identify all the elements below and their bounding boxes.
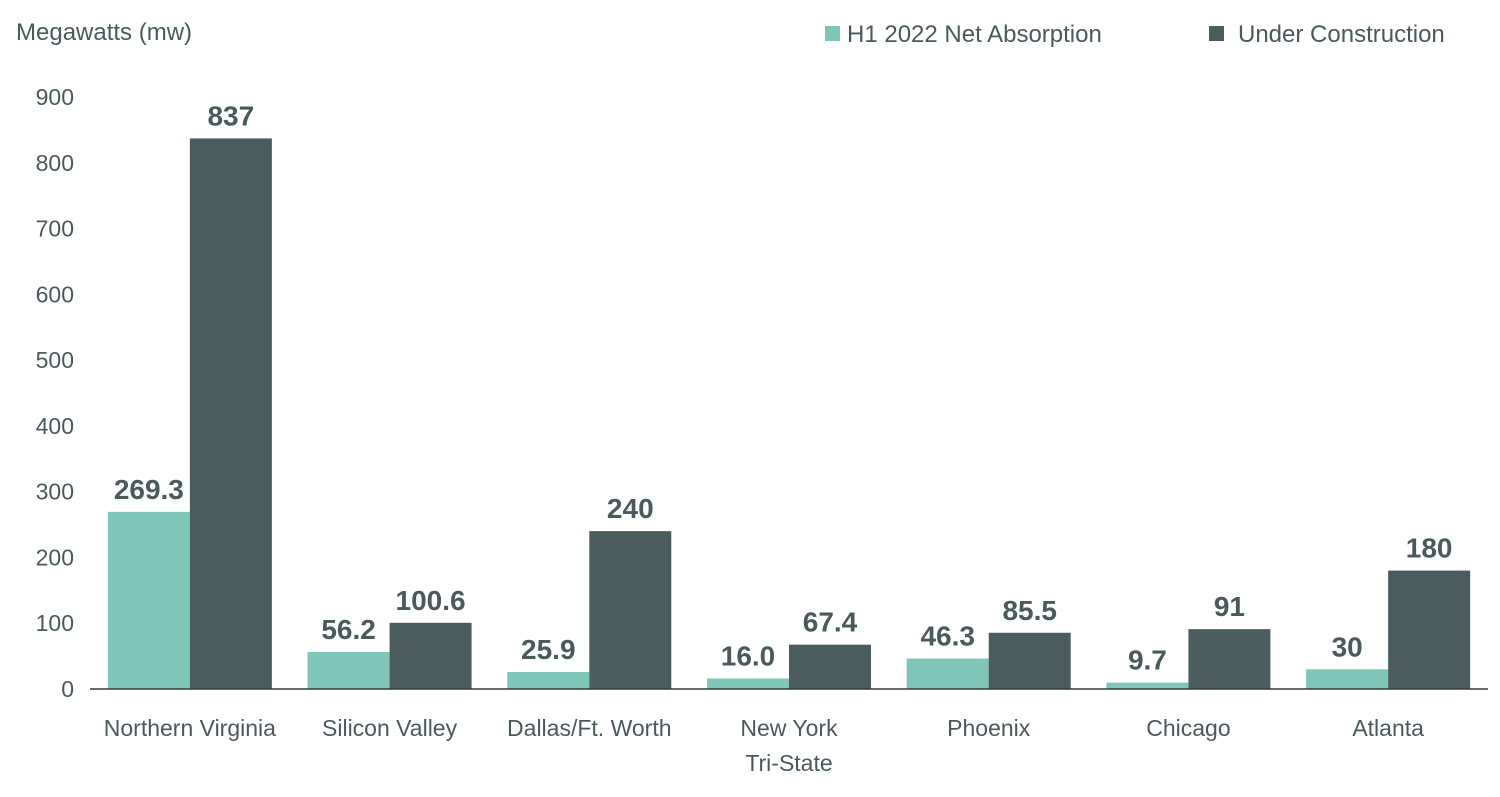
category-labels: Northern Virginia Silicon Valley Dallas/Ft… — [104, 715, 1424, 776]
y-axis-ticks: 0 100 200 300 400 500 600 700 800 900 — [36, 84, 74, 702]
legend-label-construction: Under Construction — [1238, 21, 1445, 48]
data-label: 85.5 — [1002, 595, 1057, 626]
y-tick-label: 0 — [61, 676, 74, 702]
category-label: Silicon Valley — [322, 715, 458, 741]
bar-construction — [988, 632, 1071, 689]
y-tick-label: 500 — [36, 347, 74, 373]
data-label: 269.3 — [114, 474, 184, 505]
bar-construction — [189, 138, 272, 689]
bar-construction — [389, 622, 472, 689]
legend-label-absorption: H1 2022 Net Absorption — [847, 21, 1102, 48]
data-label: 25.9 — [521, 634, 576, 665]
data-label: 9.7 — [1128, 645, 1167, 676]
data-label: 91 — [1214, 591, 1245, 622]
data-label: 240 — [607, 493, 654, 524]
data-label: 67.4 — [803, 607, 858, 638]
bar-absorption — [707, 678, 789, 689]
y-tick-label: 900 — [36, 84, 74, 110]
category-label: Tri-State — [745, 750, 832, 776]
bar-absorption — [906, 658, 989, 689]
bar-construction — [1388, 570, 1471, 689]
data-label: 837 — [207, 100, 254, 131]
bars — [107, 138, 1471, 689]
y-tick-label: 600 — [36, 281, 74, 307]
y-tick-label: 400 — [36, 413, 74, 439]
bar-construction — [1188, 629, 1271, 689]
bar-construction — [589, 531, 672, 689]
y-tick-label: 200 — [36, 544, 74, 570]
bar-absorption — [107, 511, 190, 689]
data-labels: 269.3 837 56.2 100.6 25.9 240 16.0 67.4 46.3 85.5… — [114, 100, 1453, 675]
category-label: Phoenix — [947, 715, 1031, 741]
category-label: Atlanta — [1352, 715, 1424, 741]
legend: H1 2022 Net Absorption Under Constructio… — [825, 21, 1445, 48]
bar-absorption — [507, 671, 590, 689]
category-label: Dallas/Ft. Worth — [507, 715, 671, 741]
legend-swatch-construction — [1209, 26, 1224, 41]
data-label: 30 — [1332, 631, 1363, 662]
y-tick-label: 100 — [36, 610, 74, 636]
category-label: Chicago — [1146, 715, 1230, 741]
category-label: New York — [740, 715, 838, 741]
y-tick-label: 700 — [36, 216, 74, 242]
y-tick-label: 800 — [36, 150, 74, 176]
data-label: 16.0 — [721, 640, 776, 671]
data-label: 56.2 — [321, 614, 376, 645]
bar-absorption — [1106, 682, 1189, 689]
bar-absorption — [1306, 669, 1389, 689]
category-label: Northern Virginia — [104, 715, 276, 741]
y-tick-label: 300 — [36, 479, 74, 505]
data-label: 46.3 — [920, 621, 975, 652]
bar-absorption — [307, 652, 390, 689]
y-axis-title: Megawatts (mw) — [16, 19, 192, 46]
data-label: 100.6 — [396, 585, 466, 616]
bar-construction — [789, 644, 871, 689]
data-label: 180 — [1406, 533, 1453, 564]
legend-swatch-absorption — [825, 26, 840, 41]
